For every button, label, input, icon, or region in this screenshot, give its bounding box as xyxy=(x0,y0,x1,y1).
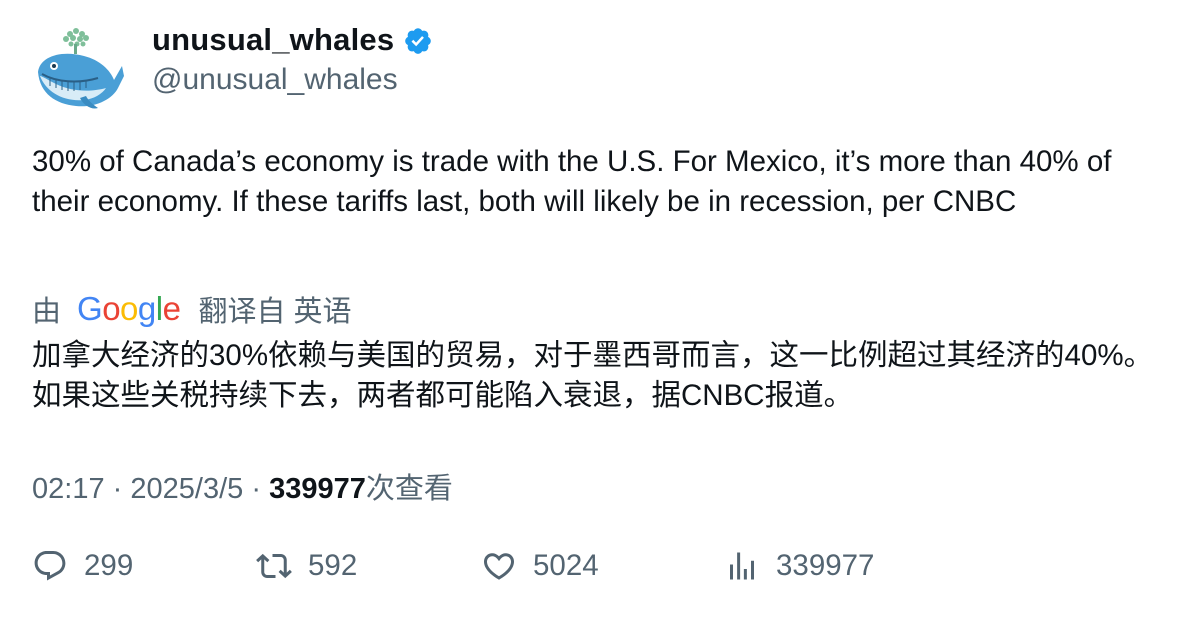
reply-count: 299 xyxy=(84,549,134,582)
translation-prefix: 由 xyxy=(32,296,62,328)
heart-icon xyxy=(483,553,515,580)
views-button[interactable]: 339977 xyxy=(724,548,874,584)
translated-text: 加拿大经济的30%依赖与美国的贸易，对于墨西哥而言，这一比例超过其经济的40%。… xyxy=(32,339,1154,412)
tweet-time[interactable]: 02:17 xyxy=(32,473,105,505)
tweet-meta: 02:17 · 2025/3/5 · 339977次查看 xyxy=(32,465,453,507)
translation-attribution: 由 Google 翻译自 英语 xyxy=(32,288,352,330)
whale-avatar-icon xyxy=(38,28,124,109)
tweet-text: 30% of Canada’s economy is trade with th… xyxy=(32,145,1112,218)
google-logo: Google xyxy=(77,290,181,327)
views-count: 339977 xyxy=(269,473,366,505)
translation-label[interactable]: 翻译自 英语 xyxy=(198,296,352,328)
meta-separator: · xyxy=(251,473,261,505)
author-handle[interactable]: @unusual_whales xyxy=(152,63,398,96)
like-button[interactable]: 5024 xyxy=(481,548,599,584)
verified-badge-icon xyxy=(405,28,432,54)
retweet-icon xyxy=(256,553,292,579)
views-action-count: 339977 xyxy=(776,549,875,582)
author-name-row: unusual_whales xyxy=(152,22,433,58)
meta-separator: · xyxy=(112,473,123,505)
tweet-date[interactable]: 2025/3/5 xyxy=(130,473,244,505)
analytics-bars-icon xyxy=(730,552,754,580)
retweet-count: 592 xyxy=(308,549,358,582)
views-label: 次查看 xyxy=(365,473,453,505)
like-count: 5024 xyxy=(533,549,599,582)
reply-button[interactable]: 299 xyxy=(32,548,133,584)
author-display-name[interactable]: unusual_whales xyxy=(152,22,395,57)
avatar[interactable] xyxy=(32,26,126,112)
retweet-button[interactable]: 592 xyxy=(256,548,357,584)
action-bar: 299 592 5024 339977 xyxy=(0,548,1196,598)
reply-icon xyxy=(34,551,66,581)
